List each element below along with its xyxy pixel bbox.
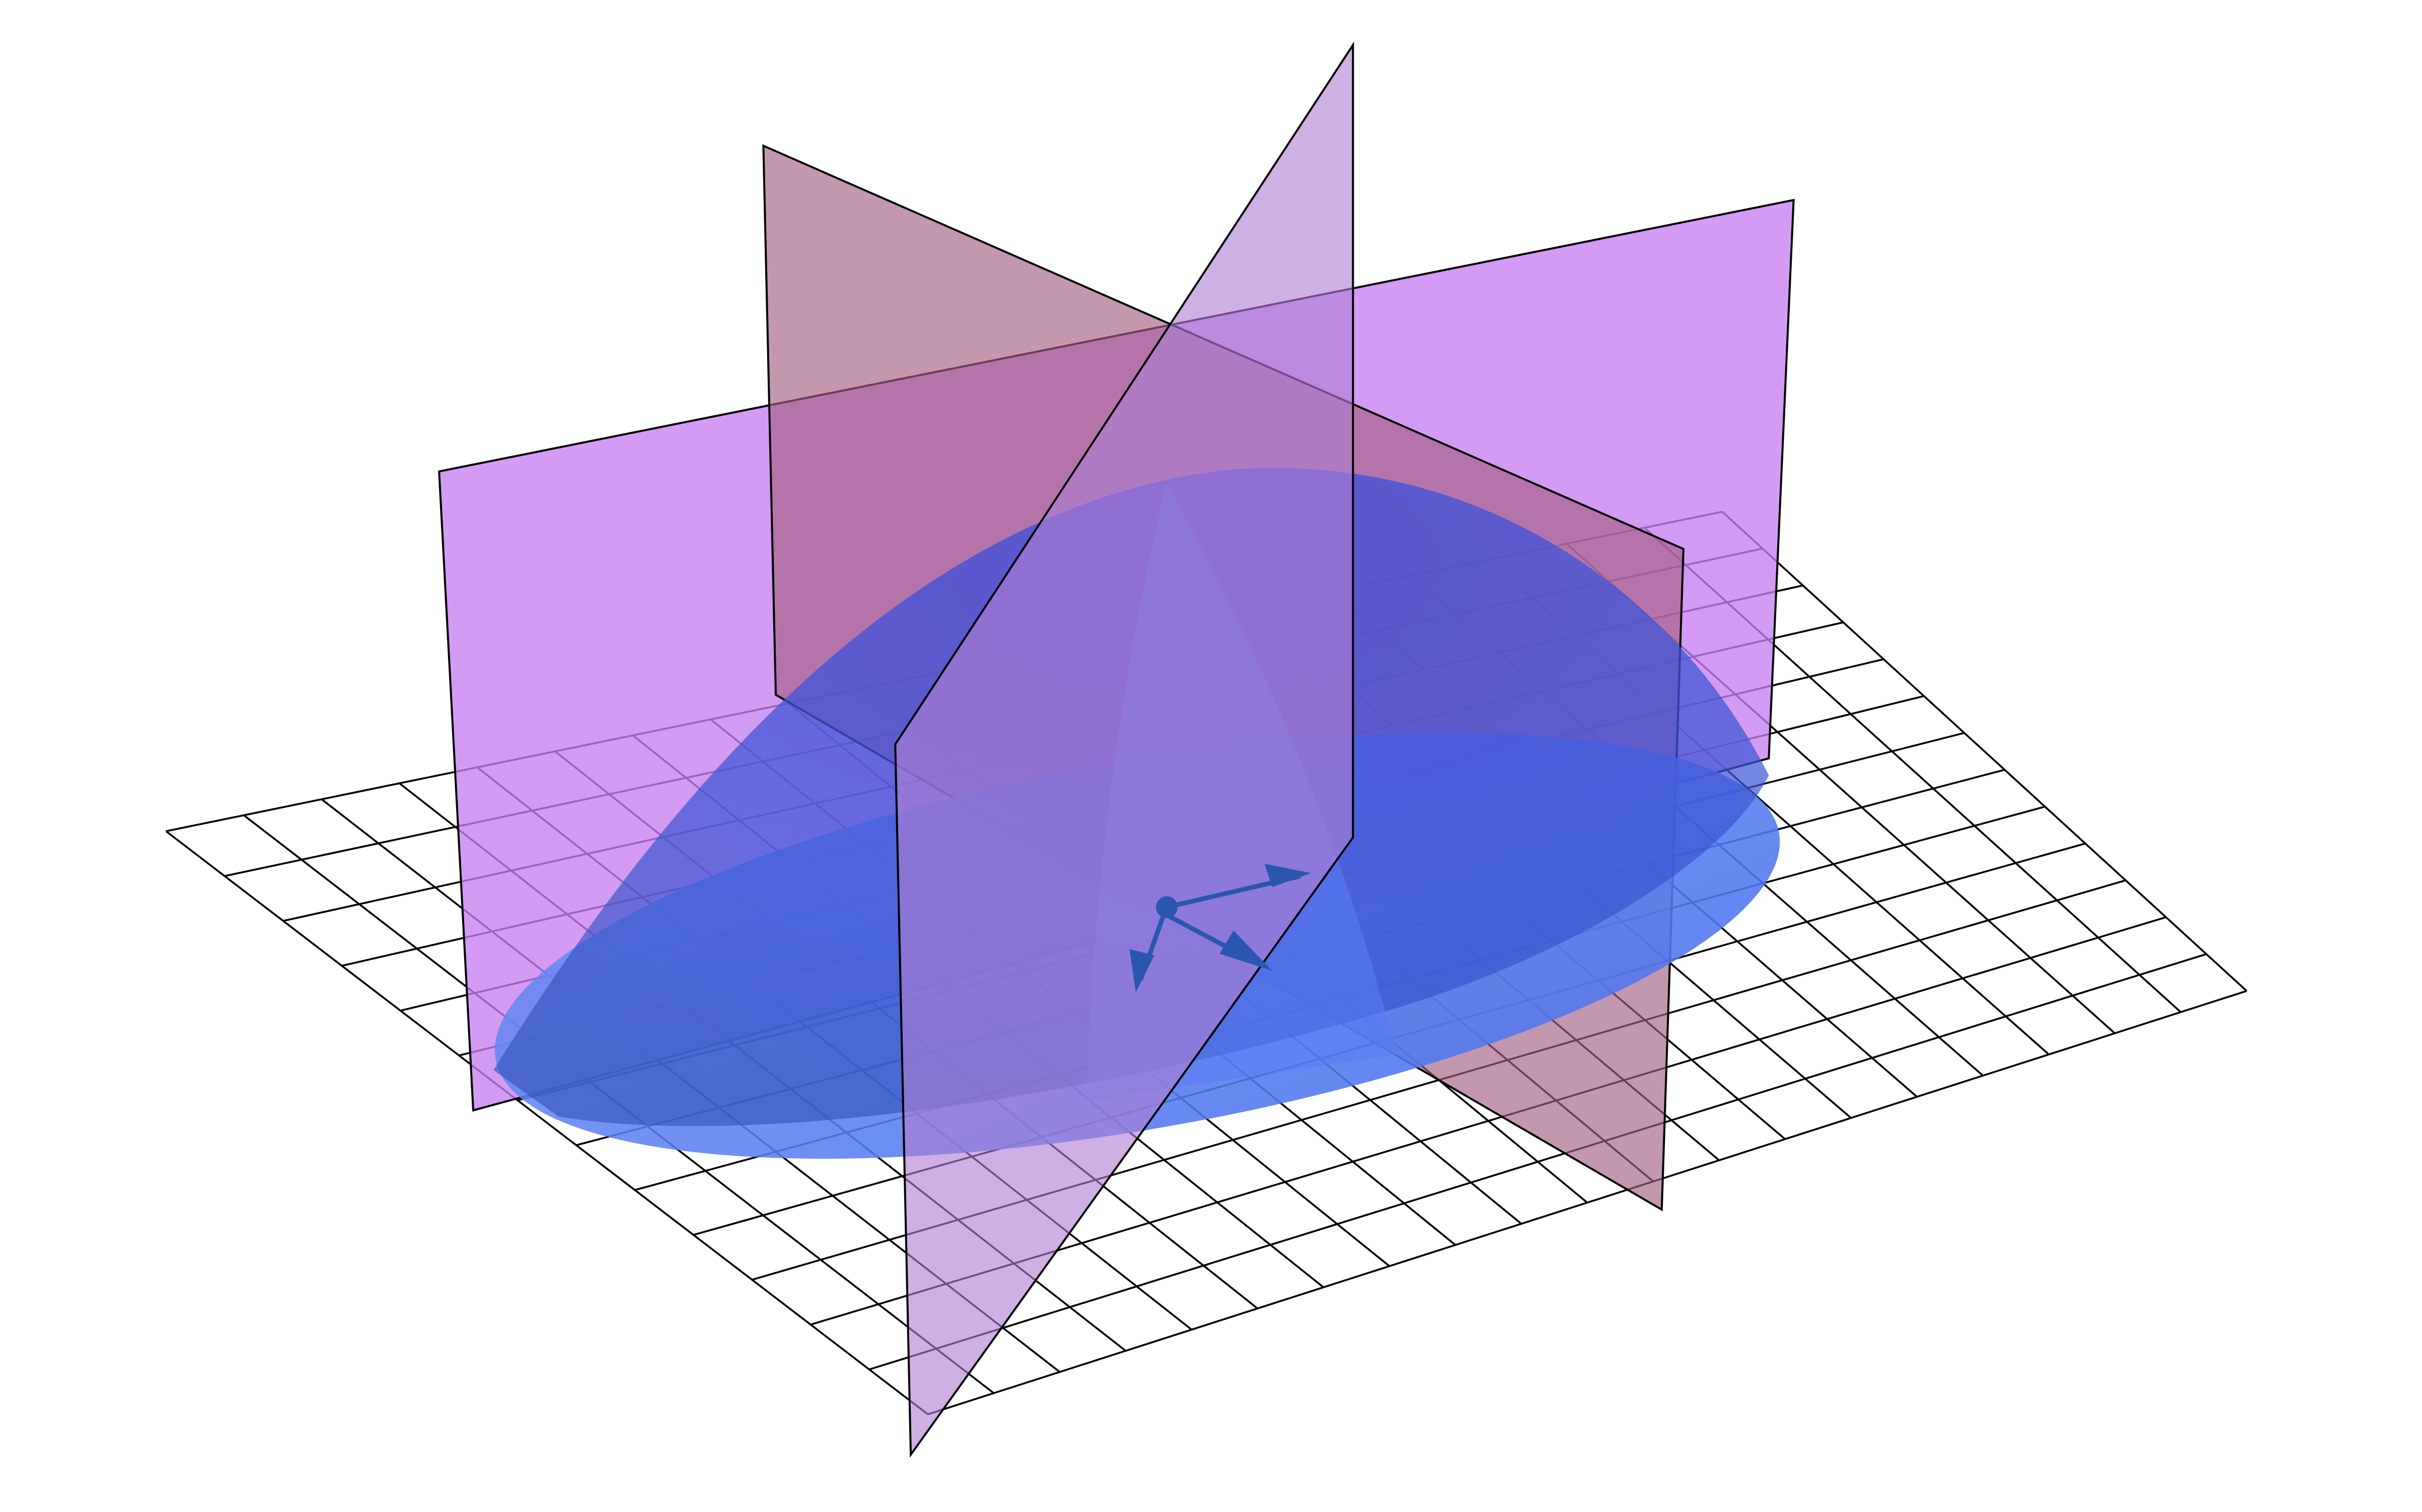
grid-line — [927, 990, 2247, 1416]
diagonal-plane — [894, 41, 1354, 1458]
grid-line — [165, 830, 929, 1415]
vector-arrow-icon — [1129, 863, 1311, 993]
grid-line — [1722, 511, 2247, 992]
grid-line — [869, 953, 2207, 1371]
